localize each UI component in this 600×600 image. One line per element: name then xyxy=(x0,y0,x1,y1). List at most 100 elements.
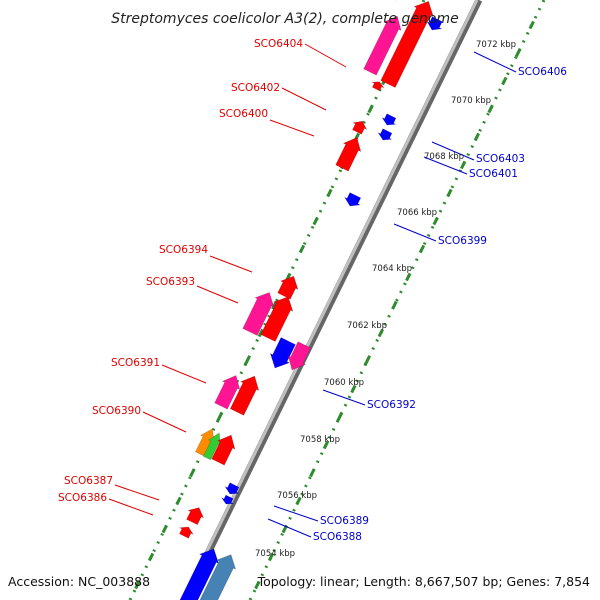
leader-line xyxy=(273,505,319,522)
ruler-tick xyxy=(134,580,141,590)
leader-line xyxy=(322,389,366,406)
leader-line xyxy=(161,364,207,384)
kbp-label-7060: 7060 kbp xyxy=(324,378,364,388)
ruler-tick xyxy=(501,76,508,86)
leader-line xyxy=(304,43,347,68)
gene-sco6392b-arrow[interactable] xyxy=(287,341,312,371)
gene-label-sco6406[interactable]: SCO6406 xyxy=(518,66,567,78)
kbp-label-7072: 7072 kbp xyxy=(476,40,516,50)
gene-label-sco6400[interactable]: SCO6400 xyxy=(219,108,268,120)
map-title: Streptomyces coelicolor A3(2), complete … xyxy=(111,11,459,27)
gene-label-sco6389[interactable]: SCO6389 xyxy=(320,515,369,527)
backbone-shadow xyxy=(181,0,483,600)
leader-line xyxy=(267,518,312,538)
gene-label-sco6386[interactable]: SCO6386 xyxy=(58,492,107,504)
kbp-label-7062: 7062 kbp xyxy=(347,321,387,331)
gene-label-sco6399[interactable]: SCO6399 xyxy=(438,235,487,247)
ruler-tick xyxy=(446,188,453,198)
ruler-tick xyxy=(391,300,398,310)
gene-sco6387-arrow[interactable] xyxy=(186,507,205,525)
gene-sco6386-arrow[interactable] xyxy=(178,526,195,539)
leader-line xyxy=(269,119,315,137)
gene-bottom-blue-arrow[interactable] xyxy=(177,548,220,600)
gene-label-sco6393[interactable]: SCO6393 xyxy=(146,276,195,288)
ruler-tick xyxy=(377,328,384,338)
kbp-label-7070: 7070 kbp xyxy=(451,96,491,106)
gene-sco6389-arrow[interactable] xyxy=(224,482,240,495)
ruler-tick xyxy=(514,48,522,58)
gene-sco6392-arrow[interactable] xyxy=(269,337,296,369)
gene-sco6403-arrow[interactable] xyxy=(381,113,397,126)
gene-sco6390-red-arrow[interactable] xyxy=(211,434,236,466)
reverse-gene-labels: SCO6406 SCO6403 SCO6401 SCO6399 SCO6392 … xyxy=(313,66,567,543)
ruler-tick xyxy=(326,188,333,198)
leader-line xyxy=(281,87,327,111)
gene-label-sco6403[interactable]: SCO6403 xyxy=(476,153,525,165)
gene-label-sco6401[interactable]: SCO6401 xyxy=(469,168,518,180)
ruler-dotted-line-right xyxy=(248,0,546,600)
gene-label-sco6402[interactable]: SCO6402 xyxy=(231,82,280,94)
ruler-tick xyxy=(528,20,535,30)
ruler-tick xyxy=(418,244,426,254)
gene-label-sco6391[interactable]: SCO6391 xyxy=(111,357,160,369)
gene-label-sco6390[interactable]: SCO6390 xyxy=(92,405,141,417)
gene-label-sco6387[interactable]: SCO6387 xyxy=(64,475,113,487)
kbp-label-7068: 7068 kbp xyxy=(424,152,464,162)
ruler-tick xyxy=(322,440,330,450)
gene-sco6399-arrow[interactable] xyxy=(343,192,362,207)
ruler-tick xyxy=(367,104,374,114)
gene-sco6394-arrow[interactable] xyxy=(277,275,299,300)
leader-line xyxy=(142,411,187,433)
ruler-tick xyxy=(336,412,343,422)
ruler-tick xyxy=(147,552,155,562)
ruler-tick xyxy=(309,468,316,478)
backbone xyxy=(181,0,479,600)
gene-label-sco6392[interactable]: SCO6392 xyxy=(367,399,416,411)
gene-sco6390-green-arrow[interactable] xyxy=(202,432,221,461)
ruler-tick xyxy=(244,356,251,366)
ruler-tick xyxy=(216,412,223,422)
gene-sco6401-arrow[interactable] xyxy=(377,128,393,141)
ruler-tick xyxy=(460,160,467,170)
leader-line xyxy=(114,484,160,501)
ruler-tick xyxy=(257,328,264,338)
ruler-tick xyxy=(350,384,357,394)
ruler-tick xyxy=(405,272,412,282)
kbp-labels: 7072 kbp 7070 kbp 7068 kbp 7066 kbp 7064… xyxy=(255,40,516,559)
gene-sco6400-arrow[interactable] xyxy=(335,137,362,172)
gene-small-red-arrow[interactable] xyxy=(370,81,385,92)
gene-bottom-steel-arrow[interactable] xyxy=(195,554,237,600)
leader-line xyxy=(108,498,154,516)
gene-sco6393b-arrow[interactable] xyxy=(260,296,294,342)
gene-label-sco6388[interactable]: SCO6388 xyxy=(313,531,362,543)
leader-line xyxy=(431,141,475,161)
ruler-tick xyxy=(175,496,182,506)
ruler-tick xyxy=(473,132,480,142)
gene-label-sco6394[interactable]: SCO6394 xyxy=(159,244,208,256)
leader-line xyxy=(473,51,517,73)
gene-label-sco6404[interactable]: SCO6404 xyxy=(254,38,303,50)
gene-sco6393-arrow[interactable] xyxy=(242,292,275,336)
ruler-dotted-line-left xyxy=(128,0,426,600)
gene-sco6388-arrow[interactable] xyxy=(220,494,235,505)
gene-sco6391b-arrow[interactable] xyxy=(229,375,260,416)
ruler-tick xyxy=(295,496,302,506)
ruler-tick xyxy=(364,356,371,366)
gene-sco6404b-arrow[interactable] xyxy=(380,1,434,88)
ruler-tick xyxy=(312,216,319,226)
kbp-label-7056: 7056 kbp xyxy=(277,491,317,501)
genes xyxy=(177,0,443,600)
kbp-label-7064: 7064 kbp xyxy=(372,264,412,274)
leader-line xyxy=(209,255,253,273)
ruler-tick xyxy=(487,104,494,114)
gene-sco6391-arrow[interactable] xyxy=(214,375,241,410)
ruler-tick xyxy=(298,244,306,254)
gene-sco6404-arrow[interactable] xyxy=(363,15,402,76)
accession-text: Accession: NC_003888 xyxy=(8,574,150,589)
ruler-tick xyxy=(432,216,439,226)
gene-sco6402-arrow[interactable] xyxy=(352,120,368,135)
leader-line xyxy=(423,156,468,175)
gene-sco6406-arrow[interactable] xyxy=(426,16,443,31)
forward-gene-labels: SCO6404 SCO6402 SCO6400 SCO6394 SCO6393 … xyxy=(58,38,303,504)
